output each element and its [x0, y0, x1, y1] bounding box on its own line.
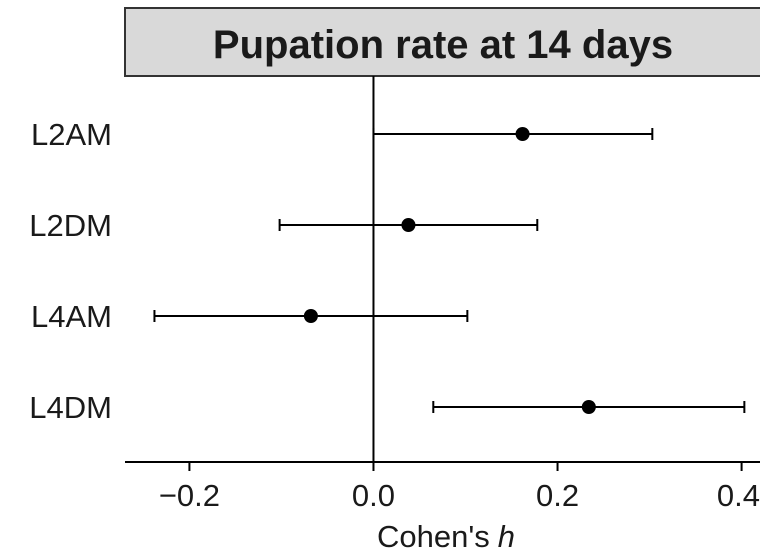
category-label-l2dm: L2DM — [29, 208, 112, 243]
category-label-l2am: L2AM — [31, 117, 112, 152]
category-label-l4am: L4AM — [31, 299, 112, 334]
estimate-point-l2am — [515, 127, 530, 141]
x-axis-title-italic: h — [498, 519, 515, 553]
panel-strip: Pupation rate at 14 days — [124, 7, 760, 77]
forest-marks — [153, 127, 746, 414]
x-axis: −0.2 0.0 0.2 0.4 — [125, 461, 760, 513]
category-labels: L2AM L2DM L4AM L4DM — [29, 117, 112, 425]
row-l4dm — [432, 400, 746, 414]
estimate-point-l4am — [303, 309, 318, 323]
estimate-point-l4dm — [581, 400, 596, 414]
category-label-l4dm: L4DM — [29, 390, 112, 425]
estimate-point-l2dm — [401, 218, 416, 232]
row-l2dm — [278, 218, 539, 232]
x-axis-title: Cohen's h — [377, 519, 515, 553]
x-tick-label-3: 0.4 — [717, 478, 760, 513]
x-tick-label-2: 0.2 — [536, 478, 579, 513]
x-axis-title-text: Cohen's — [377, 519, 490, 553]
row-l4am — [153, 309, 469, 323]
chart-title: Pupation rate at 14 days — [213, 23, 673, 67]
x-tick-label-1: 0.0 — [352, 478, 395, 513]
strip-background — [124, 7, 760, 77]
x-tick-label-0: −0.2 — [159, 478, 220, 513]
row-l2am — [372, 127, 654, 141]
